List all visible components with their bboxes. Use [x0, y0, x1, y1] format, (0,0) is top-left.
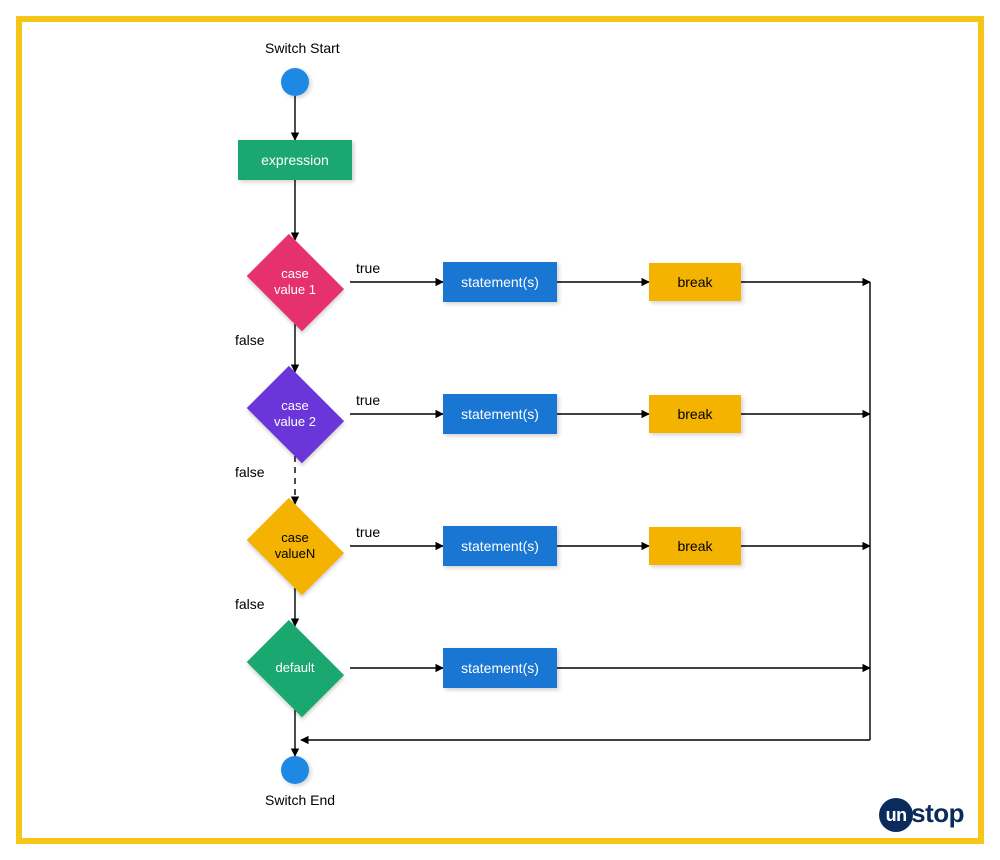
logo-circle: un — [879, 798, 913, 832]
end-label: Switch End — [265, 792, 335, 808]
caseN-label: casevalueN — [255, 530, 335, 563]
statement-box-3: statement(s) — [443, 526, 557, 566]
logo-text: stop — [911, 798, 964, 828]
statement-box-4: statement(s) — [443, 648, 557, 688]
true-label-3: true — [356, 524, 380, 540]
end-node — [281, 756, 309, 784]
start-label: Switch Start — [265, 40, 340, 56]
case2-label: casevalue 2 — [255, 398, 335, 431]
false-label-2: false — [235, 464, 265, 480]
statement-text: statement(s) — [461, 274, 539, 291]
false-label-1: false — [235, 332, 265, 348]
statement-text: statement(s) — [461, 538, 539, 555]
unstop-logo: unstop — [879, 798, 964, 832]
statement-text: statement(s) — [461, 660, 539, 677]
break-text: break — [677, 538, 712, 555]
statement-text: statement(s) — [461, 406, 539, 423]
break-box-1: break — [649, 263, 741, 301]
default-label: default — [255, 660, 335, 676]
break-box-3: break — [649, 527, 741, 565]
false-label-3: false — [235, 596, 265, 612]
break-box-2: break — [649, 395, 741, 433]
expression-box: expression — [238, 140, 352, 180]
statement-box-1: statement(s) — [443, 262, 557, 302]
break-text: break — [677, 406, 712, 423]
case1-label: casevalue 1 — [255, 266, 335, 299]
statement-box-2: statement(s) — [443, 394, 557, 434]
true-label-2: true — [356, 392, 380, 408]
start-node — [281, 68, 309, 96]
true-label-1: true — [356, 260, 380, 276]
expression-text: expression — [261, 152, 329, 169]
break-text: break — [677, 274, 712, 291]
